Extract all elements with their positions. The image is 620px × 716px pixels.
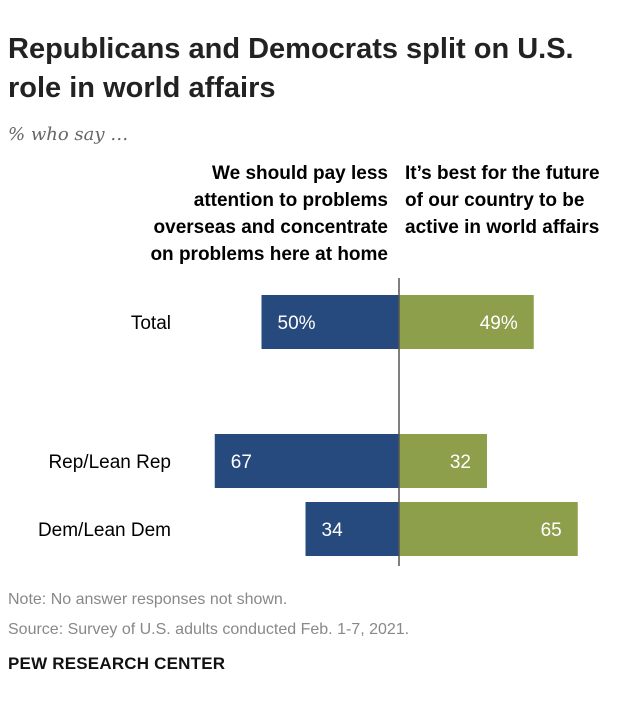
category-label-rep-lean-rep: Rep/Lean Rep bbox=[48, 452, 171, 473]
data-label-right-total: 49% bbox=[480, 313, 518, 334]
data-label-right-rep-lean-rep: 32 bbox=[450, 452, 471, 473]
right-column-header: It’s best for the future of our country … bbox=[405, 163, 600, 238]
brand-logo-text: PEW RESEARCH CENTER bbox=[8, 654, 226, 673]
category-label-total: Total bbox=[131, 313, 171, 334]
left-column-header: We should pay less attention to problems… bbox=[150, 163, 388, 265]
chart-source: Source: Survey of U.S. adults conducted … bbox=[8, 621, 410, 638]
bar-right-total bbox=[399, 295, 534, 349]
bar-right-rep-lean-rep bbox=[399, 434, 487, 488]
bar-right-dem-lean-dem bbox=[399, 502, 578, 556]
chart-note: Note: No answer responses not shown. bbox=[8, 591, 288, 608]
bar-left-rep-lean-rep bbox=[214, 434, 399, 488]
bar-left-total bbox=[261, 295, 399, 349]
data-label-left-dem-lean-dem: 34 bbox=[322, 520, 344, 541]
data-label-left-rep-lean-rep: 67 bbox=[231, 452, 252, 473]
chart-subtitle: % who say … bbox=[8, 124, 129, 145]
category-label-dem-lean-dem: Dem/Lean Dem bbox=[38, 520, 171, 541]
chart-title: Republicans and Democrats split on U.S. … bbox=[8, 33, 574, 104]
data-label-right-dem-lean-dem: 65 bbox=[541, 520, 562, 541]
bar-left-dem-lean-dem bbox=[305, 502, 399, 556]
data-label-left-total: 50% bbox=[278, 313, 316, 334]
